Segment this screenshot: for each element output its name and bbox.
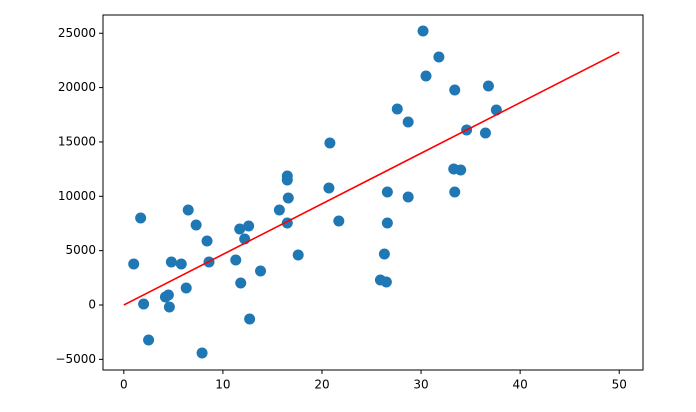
scatter-point — [449, 84, 461, 96]
y-tick-label: −5000 — [55, 352, 96, 366]
scatter-point — [190, 219, 202, 231]
x-tick-label: 50 — [612, 378, 627, 392]
y-tick-label: 0 — [88, 298, 96, 312]
scatter-point — [455, 164, 467, 176]
scatter-point — [402, 116, 414, 128]
scatter-point — [381, 186, 393, 198]
scatter-point — [324, 137, 336, 149]
scatter-point — [273, 204, 285, 216]
scatter-point — [201, 235, 213, 247]
scatter-point — [234, 223, 246, 235]
scatter-point — [175, 258, 187, 270]
scatter-point — [281, 174, 293, 186]
scatter-point — [182, 204, 194, 216]
x-tick-label: 30 — [413, 378, 428, 392]
scatter-point — [243, 220, 255, 232]
scatter-point — [402, 191, 414, 203]
y-tick-label: 15000 — [58, 134, 96, 148]
scatter-point — [162, 289, 174, 301]
scatter-point — [138, 298, 150, 310]
x-tick-label: 0 — [120, 378, 128, 392]
x-tick-label: 10 — [215, 378, 230, 392]
scatter-point — [417, 25, 429, 37]
scatter-point — [244, 313, 256, 325]
y-tick-label: 10000 — [58, 189, 96, 203]
scatter-point — [479, 127, 491, 139]
scatter-point — [292, 249, 304, 261]
x-tick-label: 20 — [314, 378, 329, 392]
scatter-point — [380, 276, 392, 288]
scatter-point — [196, 347, 208, 359]
scatter-point — [230, 254, 242, 266]
scatter-point — [235, 277, 247, 289]
scatter-point — [323, 182, 335, 194]
scatter-point — [433, 51, 445, 63]
scatter-point — [378, 248, 390, 260]
scatter-point — [163, 301, 175, 313]
y-tick-label: 20000 — [58, 80, 96, 94]
scatter-point — [143, 334, 155, 346]
y-tick-label: 5000 — [65, 243, 96, 257]
scatter-point — [128, 258, 140, 270]
scatter-point — [333, 215, 345, 227]
scatter-point — [381, 217, 393, 229]
scatter-point — [165, 256, 177, 268]
scatter-point — [449, 186, 461, 198]
scatter-point — [420, 70, 432, 82]
scatter-point — [135, 212, 147, 224]
scatter-point — [482, 80, 494, 92]
x-tick-label: 40 — [512, 378, 527, 392]
fit-line — [123, 51, 620, 306]
plot-frame — [102, 14, 644, 371]
scatter-point — [490, 104, 502, 116]
scatter-point — [255, 265, 267, 277]
scatter-point — [180, 282, 192, 294]
scatter-point — [391, 103, 403, 115]
y-tick-label: 25000 — [58, 26, 96, 40]
scatter-point — [282, 192, 294, 204]
